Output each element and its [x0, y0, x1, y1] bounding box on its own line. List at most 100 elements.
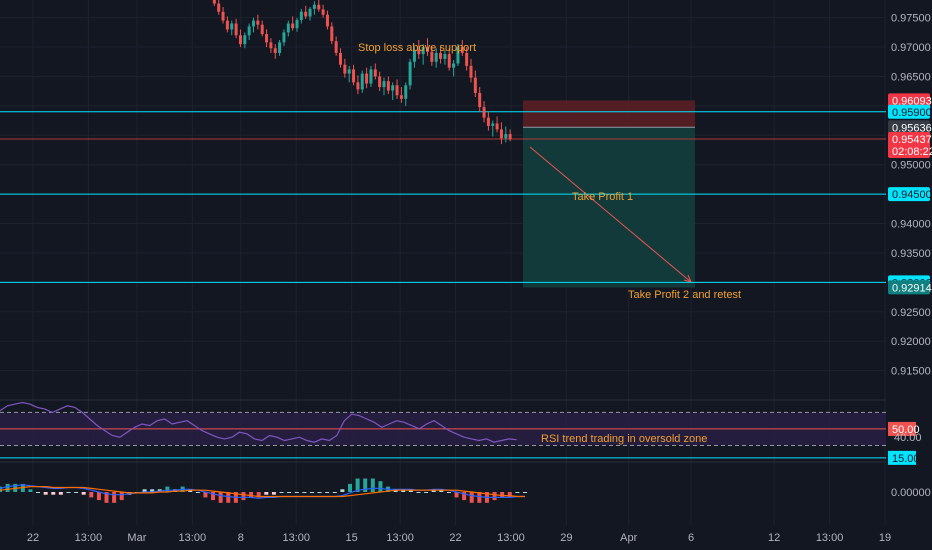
macd-histogram-bar [515, 492, 520, 493]
horizontal-levels[interactable] [0, 111, 886, 283]
candle-body[interactable] [482, 107, 486, 118]
candle-body[interactable] [443, 54, 447, 59]
candle-body[interactable] [399, 95, 403, 99]
candle-body[interactable] [225, 20, 229, 30]
macd-histogram-bar [500, 492, 505, 498]
candle-body[interactable] [343, 64, 347, 74]
macd-histogram-bar [36, 492, 41, 493]
candle-body[interactable] [395, 85, 399, 96]
candle-body[interactable] [278, 42, 282, 53]
candle-body[interactable] [412, 50, 416, 62]
candle-body[interactable] [352, 69, 356, 83]
macd-histogram-bar [241, 492, 246, 501]
candle-body[interactable] [386, 81, 390, 91]
candle-body[interactable] [325, 14, 329, 27]
candle-body[interactable] [317, 4, 321, 10]
candle-body[interactable] [382, 81, 386, 88]
candle-body[interactable] [508, 134, 512, 139]
candle-body[interactable] [252, 20, 255, 27]
candle-body[interactable] [373, 69, 377, 77]
macd-histogram-bar [165, 486, 170, 492]
candle-body[interactable] [421, 47, 425, 55]
time-tick-label: 22 [449, 532, 461, 544]
candle-body[interactable] [221, 11, 225, 21]
candle-body[interactable] [460, 47, 464, 53]
candle-body[interactable] [273, 48, 277, 53]
macd-tick-label: 0.00000 [891, 487, 931, 499]
price-tick-label: 0.93500 [891, 248, 931, 260]
time-tick-label: 22 [27, 532, 39, 544]
candle-body[interactable] [230, 23, 234, 30]
candle-body[interactable] [408, 61, 412, 86]
macd-histogram-bar [264, 492, 269, 495]
candle-body[interactable] [243, 35, 247, 45]
candle-body[interactable] [456, 47, 460, 64]
stop-loss-zone[interactable] [523, 100, 695, 128]
macd-histogram-bar [211, 492, 216, 501]
price-tag [888, 93, 930, 108]
candle-body[interactable] [308, 8, 312, 17]
rsi-note: RSI trend trading in oversold zone [541, 433, 707, 445]
candle-body[interactable] [378, 76, 382, 88]
time-tick-label: Apr [620, 532, 637, 544]
candle-body[interactable] [347, 69, 351, 74]
candle-body[interactable] [356, 82, 360, 90]
candle-body[interactable] [260, 24, 264, 35]
candle-body[interactable] [299, 11, 303, 20]
macd-histogram-bar [96, 492, 101, 501]
candle-body[interactable] [430, 51, 434, 62]
candle-body[interactable] [469, 65, 473, 78]
candle-body[interactable] [434, 52, 438, 62]
candle-body[interactable] [291, 23, 295, 29]
macd-histogram-bar [104, 492, 109, 503]
candle-body[interactable] [304, 11, 308, 17]
candle-body[interactable] [486, 117, 490, 126]
candle-body[interactable] [286, 23, 290, 33]
rsi-tick-label: 40.00 [894, 432, 922, 444]
macd-histogram-bar [507, 492, 512, 498]
price-tag-text: 0.95900 [892, 107, 932, 119]
candle-body[interactable] [360, 73, 364, 90]
time-tick-label: 13:00 [816, 532, 844, 544]
candle-body[interactable] [265, 34, 269, 43]
candle-body[interactable] [247, 26, 251, 36]
candle-body[interactable] [391, 85, 395, 91]
candle-body[interactable] [269, 42, 273, 49]
candle-body[interactable] [473, 77, 477, 93]
candle-body[interactable] [504, 134, 508, 139]
candle-body[interactable] [282, 32, 286, 43]
stop-loss-note: Stop loss above support [358, 42, 476, 54]
candle-body[interactable] [234, 23, 238, 36]
candle-body[interactable] [256, 20, 260, 25]
candle-body[interactable] [417, 50, 421, 55]
price-axis-panel[interactable] [886, 0, 932, 525]
candle-body[interactable] [439, 52, 443, 59]
candle-body[interactable] [499, 129, 503, 139]
candle-body[interactable] [321, 9, 325, 15]
time-axis-panel[interactable] [0, 525, 886, 550]
candle-body[interactable] [295, 20, 299, 29]
candle-body[interactable] [491, 123, 495, 126]
macd-pane[interactable] [0, 478, 527, 503]
price-candles[interactable] [209, 0, 512, 145]
candle-body[interactable] [330, 26, 334, 42]
candle-body[interactable] [365, 73, 369, 84]
rsi-pane[interactable] [0, 401, 886, 459]
candle-body[interactable] [334, 41, 338, 53]
candle-body[interactable] [447, 54, 451, 68]
candle-body[interactable] [495, 123, 499, 130]
candle-body[interactable] [465, 52, 469, 66]
candle-body[interactable] [212, 0, 216, 4]
short-position-tool[interactable] [523, 100, 695, 288]
candle-body[interactable] [369, 69, 373, 84]
candle-body[interactable] [312, 4, 316, 9]
candle-body[interactable] [238, 35, 242, 45]
candle-body[interactable] [452, 63, 456, 68]
candle-body[interactable] [217, 3, 221, 12]
candle-body[interactable] [339, 52, 342, 65]
time-tick-label: 6 [688, 532, 694, 544]
candle-body[interactable] [426, 47, 429, 52]
candle-body[interactable] [404, 85, 408, 99]
candle-body[interactable] [478, 92, 482, 108]
